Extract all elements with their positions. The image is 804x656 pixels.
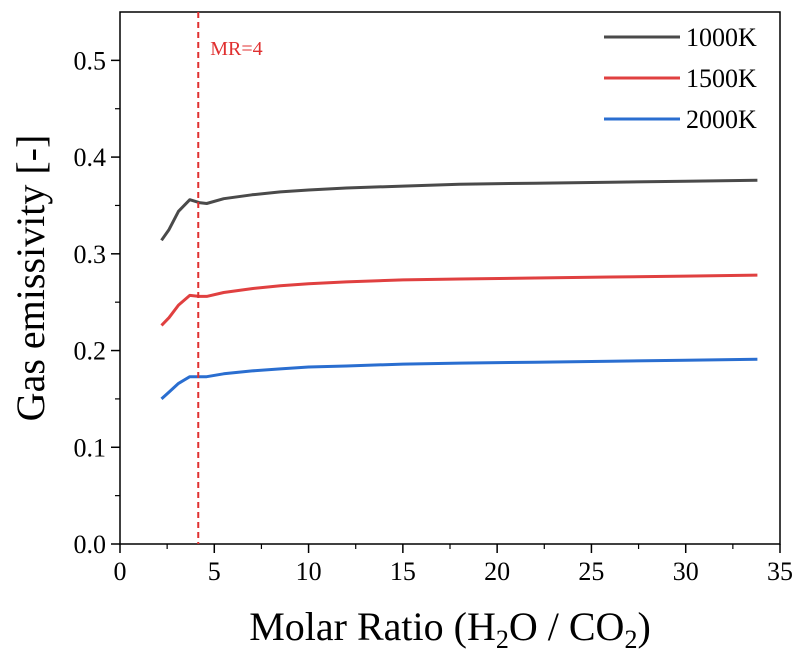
x-tick-label: 10	[296, 557, 322, 586]
mr-annotation-label: MR=4	[210, 38, 262, 60]
x-axis-title-sub2: 2	[624, 625, 637, 654]
series-line-1500K	[160, 273, 758, 327]
series-layer	[160, 178, 758, 401]
x-axis-title-part3: )	[637, 604, 650, 649]
x-tick-label: 30	[673, 557, 699, 586]
legend-label-2000K: 2000K	[686, 105, 757, 134]
y-tick-label: 0.4	[74, 143, 107, 172]
x-tick-label: 25	[578, 557, 604, 586]
x-axis-title: Molar Ratio (H2O / CO2)	[249, 604, 651, 654]
y-tick-label: 0.0	[74, 530, 107, 559]
legend: 1000K 1500K 2000K	[604, 23, 757, 134]
y-tick-label: 0.2	[74, 337, 107, 366]
axis-ticks: 0 5 10 15 20 25 30 35 0.0 0.1 0.2 0.3 0.4 0.5	[74, 46, 794, 586]
x-axis-title-sub1: 2	[496, 625, 509, 654]
x-tick-label: 0	[114, 557, 127, 586]
y-axis-title: Gas emissivity [-]	[8, 135, 53, 422]
legend-label-1000K: 1000K	[686, 23, 757, 52]
y-tick-label: 0.3	[74, 240, 107, 269]
x-axis-title-part1: Molar Ratio (H	[249, 604, 496, 649]
x-tick-label: 15	[390, 557, 416, 586]
y-tick-label: 0.5	[74, 46, 107, 75]
annotation-layer: MR=4	[197, 12, 263, 544]
series-line-2000K	[160, 357, 758, 401]
legend-label-1500K: 1500K	[686, 64, 757, 93]
series-line-1000K	[160, 178, 758, 242]
x-tick-label: 5	[208, 557, 221, 586]
x-axis-title-part2: O / CO	[509, 604, 625, 649]
x-tick-label: 35	[767, 557, 793, 586]
x-tick-label: 20	[484, 557, 510, 586]
y-tick-label: 0.1	[74, 433, 107, 462]
